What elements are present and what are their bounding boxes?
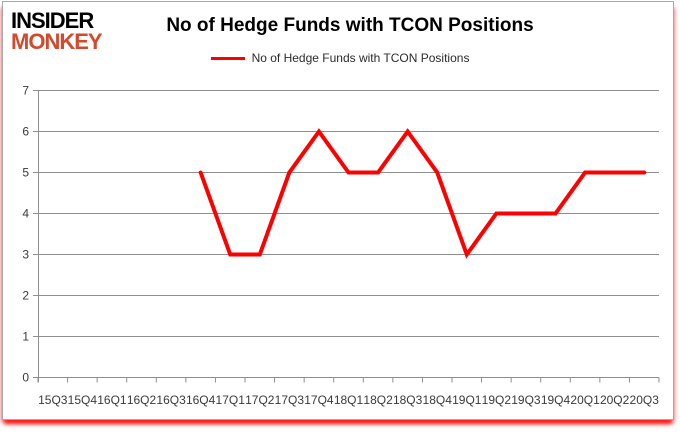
insider-monkey-logo: INSIDER MONKEY <box>11 8 103 54</box>
svg-text:5: 5 <box>22 166 29 180</box>
svg-text:18Q3: 18Q3 <box>393 393 423 407</box>
svg-text:6: 6 <box>22 125 29 139</box>
y-gridlines <box>33 90 659 378</box>
svg-text:20Q2: 20Q2 <box>600 393 630 407</box>
chart-title: No of Hedge Funds with TCON Positions <box>166 15 534 36</box>
svg-text:15Q3: 15Q3 <box>38 393 68 407</box>
svg-text:4: 4 <box>22 207 29 221</box>
chart-frame <box>2 1 674 420</box>
svg-text:17Q4: 17Q4 <box>304 393 334 407</box>
svg-text:3: 3 <box>22 248 29 262</box>
svg-text:16Q3: 16Q3 <box>156 393 186 407</box>
svg-text:16Q2: 16Q2 <box>127 393 157 407</box>
svg-text:16Q1: 16Q1 <box>97 393 127 407</box>
logo-line-monkey: MONKEY <box>11 29 103 54</box>
svg-text:19Q4: 19Q4 <box>541 393 571 407</box>
svg-text:19Q3: 19Q3 <box>511 393 541 407</box>
y-axis-labels: 0 1 2 3 4 5 6 7 <box>22 84 29 385</box>
svg-text:20Q3: 20Q3 <box>630 393 660 407</box>
svg-text:16Q4: 16Q4 <box>186 393 216 407</box>
x-axis-ticks <box>37 377 660 383</box>
legend-line-sample-icon <box>210 56 245 60</box>
data-line-series <box>198 128 647 259</box>
x-axis-labels: 15Q3 15Q4 16Q1 16Q2 16Q3 16Q4 17Q1 17Q2 17Q3 17Q4… <box>38 393 659 407</box>
svg-text:18Q4: 18Q4 <box>423 393 453 407</box>
svg-text:7: 7 <box>22 84 29 98</box>
svg-text:17Q2: 17Q2 <box>245 393 275 407</box>
svg-text:17Q1: 17Q1 <box>216 393 246 407</box>
svg-text:0: 0 <box>22 371 29 385</box>
svg-text:19Q1: 19Q1 <box>452 393 482 407</box>
legend: No of Hedge Funds with TCON Positions <box>0 51 680 65</box>
svg-text:20Q1: 20Q1 <box>570 393 600 407</box>
logo-line-insider: INSIDER <box>11 8 94 33</box>
svg-text:17Q3: 17Q3 <box>275 393 305 407</box>
svg-text:18Q1: 18Q1 <box>334 393 364 407</box>
svg-text:15Q4: 15Q4 <box>68 393 98 407</box>
svg-text:1: 1 <box>22 330 29 344</box>
svg-text:19Q2: 19Q2 <box>482 393 512 407</box>
legend-label: No of Hedge Funds with TCON Positions <box>251 51 470 65</box>
svg-text:18Q2: 18Q2 <box>363 393 393 407</box>
svg-text:2: 2 <box>22 289 29 303</box>
